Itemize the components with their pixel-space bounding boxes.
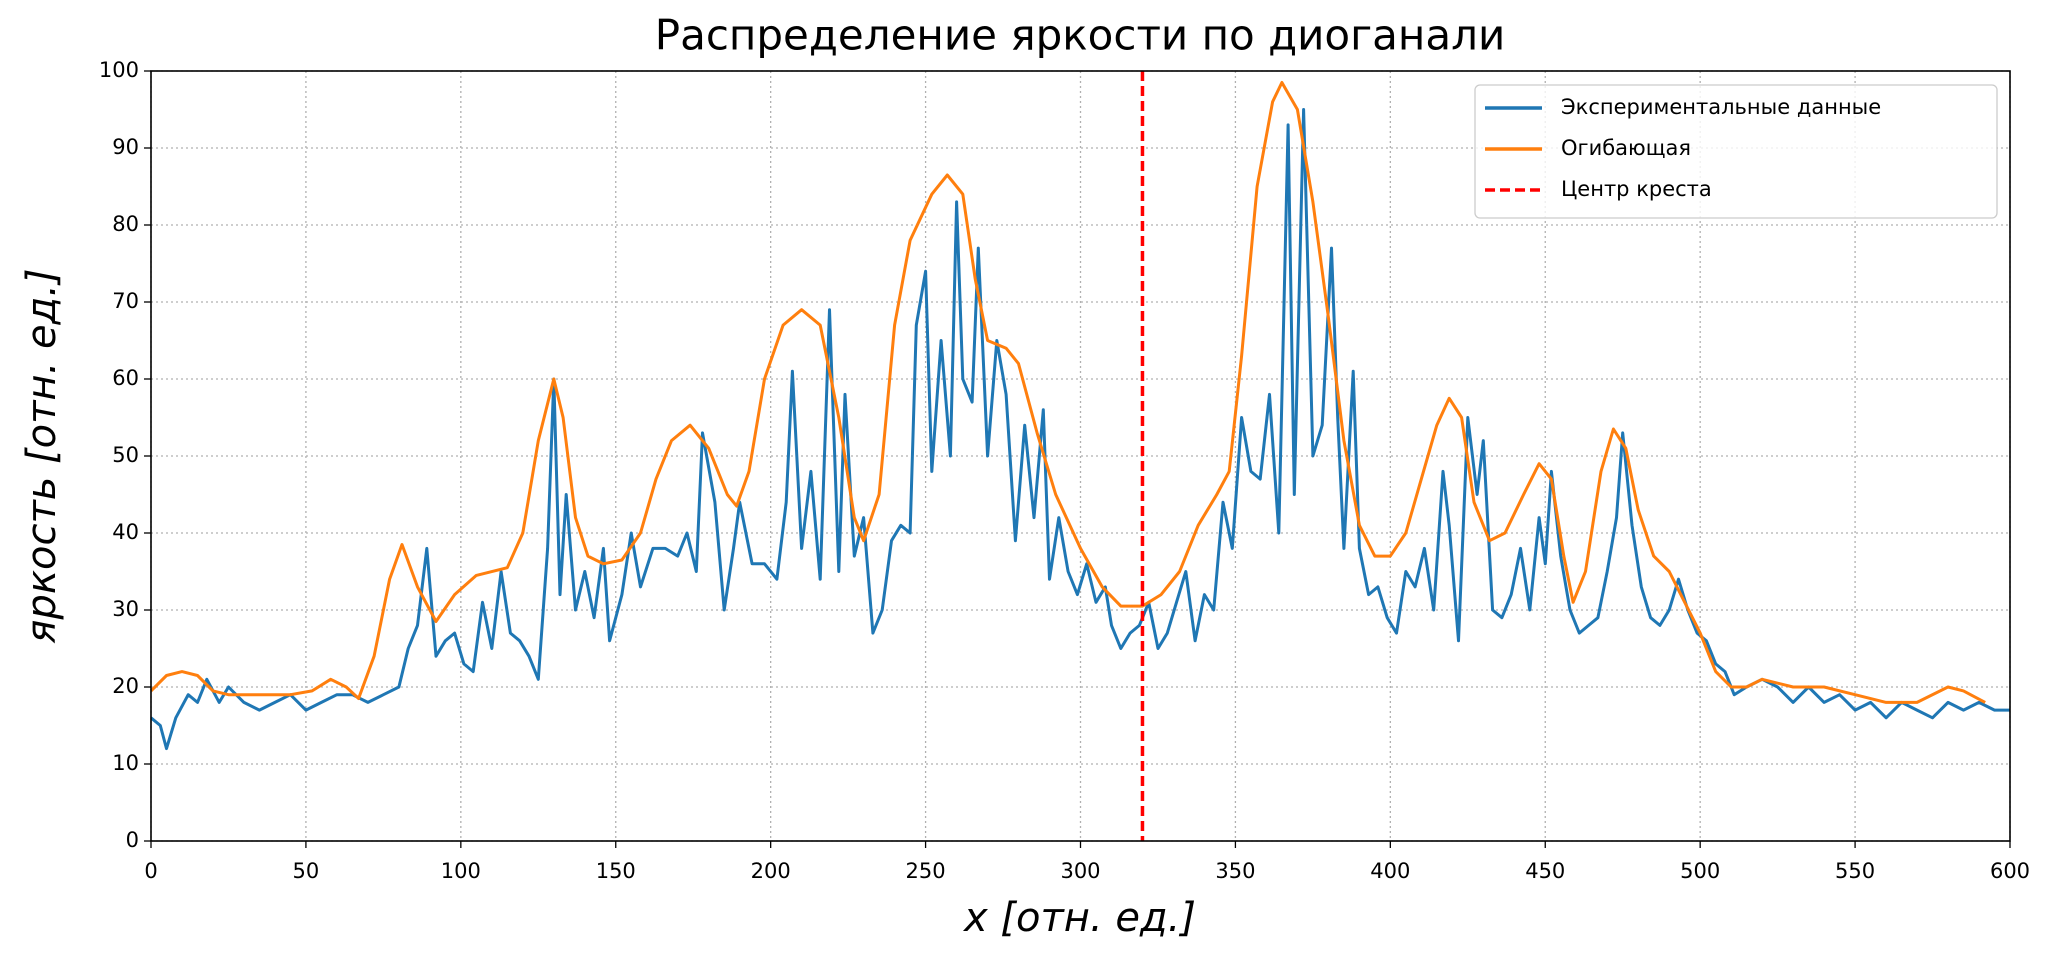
y-axis-label: яркость [отн. ед.] [19,268,65,643]
legend-label: Центр креста [1561,177,1712,201]
x-tick-label: 600 [1990,859,2030,883]
x-tick-label: 150 [596,859,636,883]
line-series [149,81,1986,704]
y-tick-label: 30 [112,597,139,621]
y-tick-label: 40 [112,520,139,544]
x-tick-label: 550 [1835,859,1875,883]
y-tick-label: 100 [99,58,139,82]
line-series [150,108,2010,751]
x-tick-label: 300 [1060,859,1100,883]
y-tick-label: 20 [112,674,139,698]
y-tick-label: 90 [112,135,139,159]
y-tick-label: 10 [112,751,139,775]
y-tick-label: 50 [112,443,139,467]
x-tick-label: 450 [1525,859,1565,883]
chart-title: Распределение яркости по диоганали [655,11,1506,60]
x-tick-label: 0 [144,859,157,883]
x-tick-label: 350 [1215,859,1255,883]
y-tick-label: 80 [112,212,139,236]
x-tick-label: 50 [293,859,320,883]
x-tick-label: 400 [1370,859,1410,883]
y-tick-label: 60 [112,366,139,390]
x-axis-label: x [отн. ед.] [962,895,1196,941]
y-tick-label: 70 [112,289,139,313]
x-tick-label: 100 [441,859,481,883]
plot-frame [150,70,2011,842]
x-tick-label: 200 [751,859,791,883]
legend-box [1474,84,1998,219]
x-tick-label: 250 [906,859,946,883]
legend-label: Экспериментальные данные [1561,95,1881,119]
y-tick-label: 0 [126,828,139,852]
legend-label: Огибающая [1561,136,1691,160]
x-tick-label: 500 [1680,859,1720,883]
